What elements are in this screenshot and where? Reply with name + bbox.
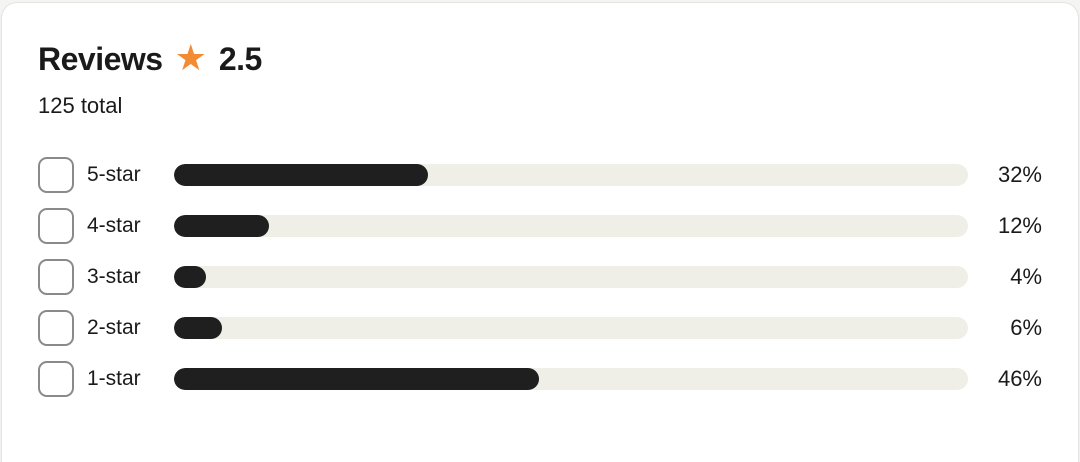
rating-rows: 5-star 32% 4-star 12% 3-star 4% 2-star 6… <box>38 157 1042 397</box>
rating-bar-fill <box>174 317 222 339</box>
rating-percent: 12% <box>997 213 1042 238</box>
star-icon: ★ <box>174 36 207 78</box>
rating-bar-track <box>174 164 968 186</box>
total-reviews-count: 125 total <box>38 93 123 118</box>
rating-bar-fill <box>174 368 540 390</box>
rating-filter-checkbox[interactable] <box>38 259 74 295</box>
rating-filter-checkbox[interactable] <box>38 157 74 193</box>
page-title: Reviews <box>38 41 163 78</box>
rating-percent: 32% <box>997 162 1042 187</box>
rating-label: 1-star <box>87 367 141 390</box>
rating-bar-fill <box>174 215 270 237</box>
rating-percent: 6% <box>1010 315 1042 340</box>
rating-bar-fill <box>174 164 429 186</box>
reviews-header: Reviews ★ 2.5 125 total <box>38 36 1042 119</box>
rating-percent: 46% <box>997 366 1042 391</box>
rating-bar-track <box>174 317 968 339</box>
rating-row: 1-star 46% <box>38 361 1042 397</box>
rating-filter-checkbox[interactable] <box>38 310 74 346</box>
rating-row: 5-star 32% <box>38 157 1042 193</box>
rating-label: 5-star <box>87 163 141 186</box>
average-rating: 2.5 <box>218 41 262 77</box>
rating-bar-fill <box>174 266 206 288</box>
rating-percent: 4% <box>1010 264 1042 289</box>
title-row: Reviews ★ 2.5 <box>38 36 1042 78</box>
rating-bar-track <box>174 215 968 237</box>
rating-bar-track <box>174 368 968 390</box>
rating-label: 3-star <box>87 265 141 288</box>
rating-row: 4-star 12% <box>38 208 1042 244</box>
rating-filter-checkbox[interactable] <box>38 361 74 397</box>
rating-label: 2-star <box>87 316 141 339</box>
rating-filter-checkbox[interactable] <box>38 208 74 244</box>
rating-bar-track <box>174 266 968 288</box>
rating-row: 3-star 4% <box>38 259 1042 295</box>
rating-label: 4-star <box>87 214 141 237</box>
rating-row: 2-star 6% <box>38 310 1042 346</box>
